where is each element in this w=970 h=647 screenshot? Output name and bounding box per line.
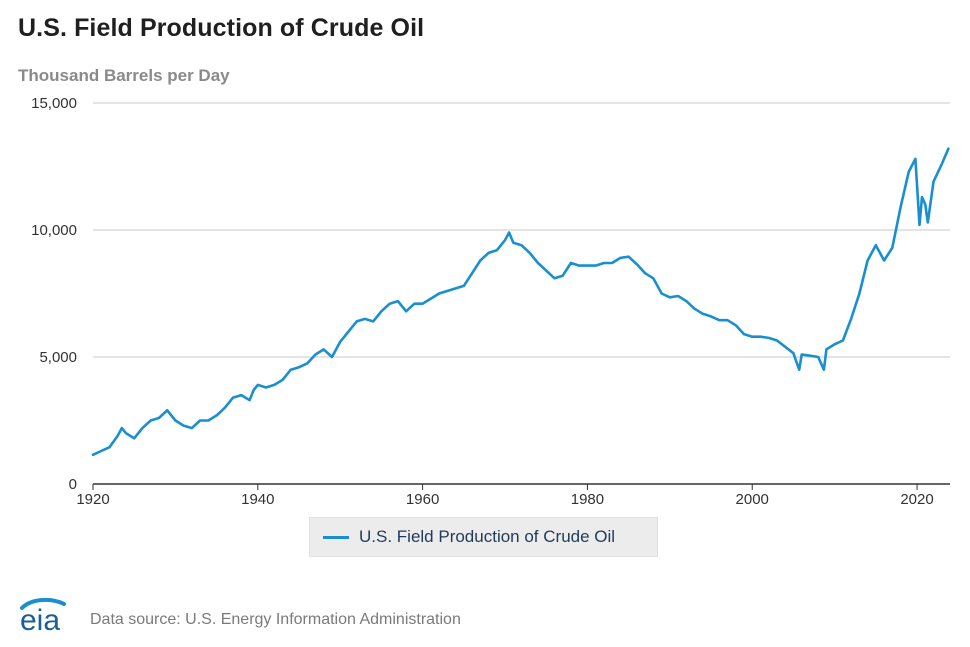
eia-logo-swoosh xyxy=(20,597,66,610)
grid-layer xyxy=(93,102,950,358)
chart-title: U.S. Field Production of Crude Oil xyxy=(18,14,425,42)
legend-label: U.S. Field Production of Crude Oil xyxy=(359,527,616,546)
x-tick-label: 1960 xyxy=(406,491,439,508)
data-source-note: Data source: U.S. Energy Information Adm… xyxy=(90,611,461,628)
chart-subtitle-units: Thousand Barrels per Day xyxy=(18,66,230,85)
y-tick-label: 0 xyxy=(69,476,77,493)
eia-logo-text: eia xyxy=(20,604,60,635)
y-tick-label: 5,000 xyxy=(39,349,77,366)
series-line-crude-oil xyxy=(91,147,950,457)
y-tick-label: 15,000 xyxy=(31,95,77,112)
x-tick-label: 2000 xyxy=(736,491,769,508)
y-tick-label: 10,000 xyxy=(31,222,77,239)
x-tick-label: 1980 xyxy=(571,491,604,508)
x-tick-label: 1920 xyxy=(76,491,109,508)
eia-logo[interactable]: eia xyxy=(18,595,76,635)
axis-layer: 0 5,000 10,000 15,000 1920 1940 1960 1980 2000 20… xyxy=(31,95,950,508)
legend-swatch xyxy=(323,535,349,539)
series-layer xyxy=(91,147,950,457)
legend[interactable]: U.S. Field Production of Crude Oil xyxy=(309,517,658,557)
x-tick-label: 2020 xyxy=(900,491,933,508)
x-tick-label: 1940 xyxy=(241,491,274,508)
footer: eia xyxy=(18,593,76,637)
